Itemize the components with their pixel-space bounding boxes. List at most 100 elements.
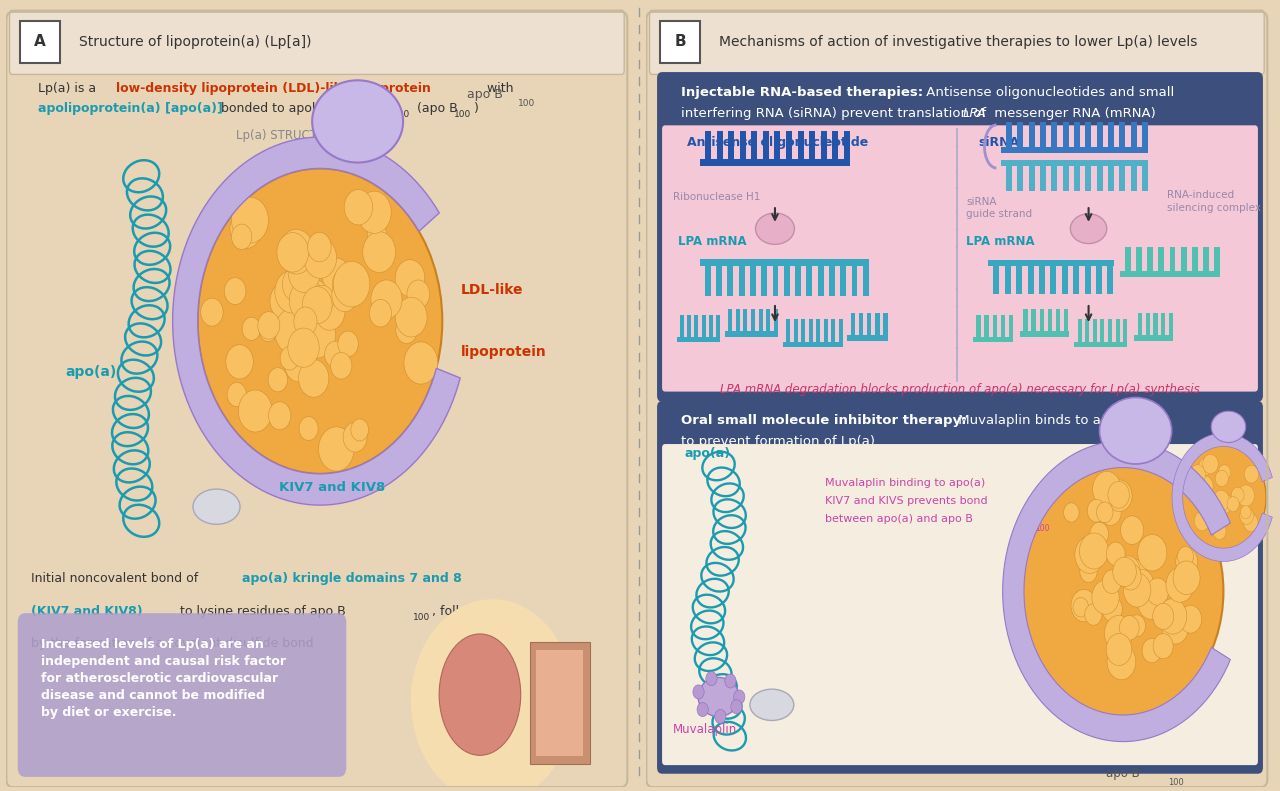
Text: LPA mRNA: LPA mRNA [678, 235, 746, 248]
Circle shape [284, 347, 312, 382]
Bar [1161, 313, 1165, 335]
Bar [1093, 320, 1097, 342]
Bar [806, 267, 813, 296]
Bar [1108, 320, 1112, 342]
Circle shape [1107, 480, 1132, 512]
Bar [809, 131, 815, 159]
Bar [1130, 166, 1137, 191]
Bar [1108, 122, 1114, 147]
Bar [739, 267, 745, 296]
Circle shape [351, 419, 369, 441]
Circle shape [1213, 523, 1226, 539]
Circle shape [1240, 507, 1253, 524]
Bar [724, 331, 778, 337]
Bar [883, 313, 887, 335]
Circle shape [1176, 547, 1198, 575]
Circle shape [298, 279, 329, 318]
Circle shape [338, 331, 358, 357]
Circle shape [1107, 644, 1135, 679]
Text: bonded to apolipoprotein B: bonded to apolipoprotein B [216, 102, 390, 115]
Bar [717, 315, 721, 337]
Ellipse shape [1100, 397, 1171, 464]
Bar [1001, 147, 1148, 153]
Circle shape [367, 222, 387, 246]
Text: with: with [483, 82, 513, 95]
Circle shape [1231, 487, 1244, 503]
Bar [844, 131, 850, 159]
Text: KIV7 and KIVS prevents bond: KIV7 and KIVS prevents bond [826, 496, 988, 505]
Bar [700, 259, 869, 267]
Bar [1096, 267, 1102, 294]
Bar [1005, 267, 1011, 294]
Circle shape [1240, 505, 1251, 519]
Circle shape [1106, 542, 1125, 566]
Bar [1074, 166, 1080, 191]
Bar [984, 315, 988, 337]
Circle shape [1124, 573, 1151, 607]
Bar [867, 313, 872, 335]
Circle shape [224, 278, 246, 305]
Bar [705, 267, 710, 296]
Circle shape [276, 233, 308, 272]
Bar [973, 337, 1014, 343]
Circle shape [302, 286, 332, 324]
Circle shape [1071, 589, 1097, 622]
Text: 100: 100 [517, 99, 535, 108]
Bar [786, 320, 791, 342]
Circle shape [1178, 547, 1193, 566]
Circle shape [280, 346, 300, 370]
Circle shape [288, 328, 319, 367]
Ellipse shape [1211, 411, 1245, 442]
Bar [695, 315, 699, 337]
Circle shape [1158, 599, 1187, 634]
Bar [1101, 320, 1105, 342]
Bar [876, 313, 879, 335]
Circle shape [396, 316, 417, 343]
Circle shape [298, 359, 329, 397]
Circle shape [312, 290, 337, 320]
Bar [677, 337, 721, 343]
Circle shape [714, 710, 726, 724]
Circle shape [1075, 536, 1105, 573]
Circle shape [333, 261, 370, 307]
Circle shape [315, 293, 344, 330]
Circle shape [362, 232, 396, 273]
Circle shape [1138, 587, 1164, 619]
Bar [783, 342, 842, 347]
Circle shape [294, 307, 317, 336]
Bar [1116, 320, 1120, 342]
Circle shape [1216, 493, 1233, 513]
Text: to prevent formation of Lp(a): to prevent formation of Lp(a) [681, 435, 876, 448]
Bar [774, 131, 781, 159]
Circle shape [404, 342, 438, 384]
Circle shape [1120, 516, 1143, 544]
Text: apo B: apo B [467, 88, 503, 100]
Bar [1056, 309, 1060, 331]
Text: Antisense oligonucleotide: Antisense oligonucleotide [687, 135, 868, 149]
Bar [1146, 313, 1149, 335]
Bar [1147, 247, 1153, 271]
Bar [728, 309, 732, 331]
Bar [817, 320, 820, 342]
Text: LPA mRNA: LPA mRNA [966, 235, 1036, 248]
Text: by the formation of a covalent disulfide bond: by the formation of a covalent disulfide… [32, 638, 314, 650]
Bar [750, 267, 756, 296]
Bar [1039, 122, 1046, 147]
Circle shape [1120, 563, 1142, 590]
FancyBboxPatch shape [20, 21, 60, 62]
Bar [1009, 315, 1012, 337]
Bar [1073, 267, 1079, 294]
Circle shape [1120, 615, 1139, 640]
Bar [1064, 309, 1069, 331]
Text: to lysine residues of apo B: to lysine residues of apo B [175, 604, 346, 618]
Circle shape [332, 279, 358, 312]
Ellipse shape [312, 81, 403, 162]
Bar [1051, 166, 1057, 191]
Bar [1108, 166, 1114, 191]
Bar [1078, 320, 1082, 342]
Bar [773, 267, 778, 296]
Circle shape [1023, 466, 1224, 717]
Bar [1018, 166, 1023, 191]
Circle shape [330, 353, 352, 379]
Circle shape [323, 258, 351, 293]
